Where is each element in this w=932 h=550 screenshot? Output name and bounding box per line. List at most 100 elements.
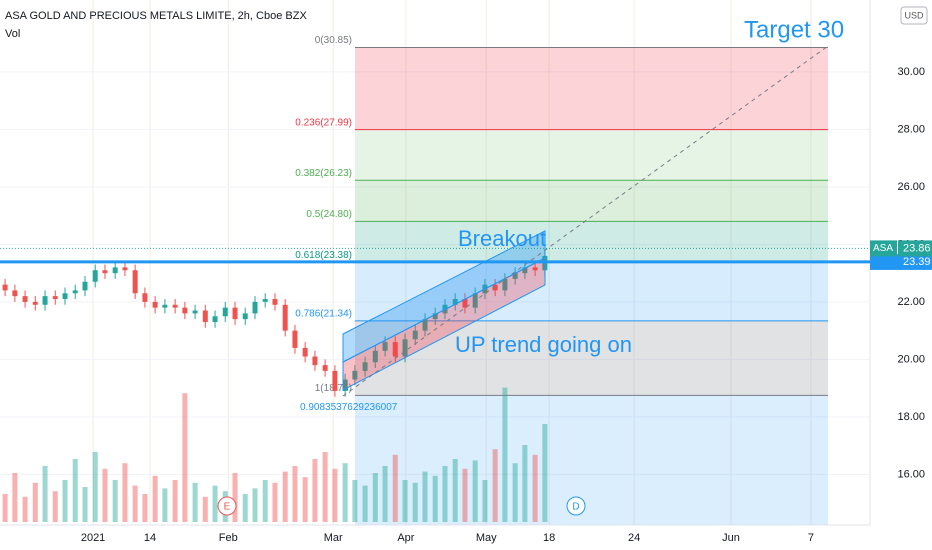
volume-bar bbox=[412, 482, 418, 522]
drawings bbox=[342, 45, 829, 397]
y-tick-label: 18.00 bbox=[897, 411, 925, 423]
candle-body bbox=[62, 293, 68, 300]
volume-bar bbox=[402, 480, 408, 522]
candle-body bbox=[162, 304, 168, 308]
y-tick-label: 20.00 bbox=[897, 353, 925, 365]
candle-body bbox=[292, 330, 298, 348]
ticker-tag bbox=[870, 240, 897, 257]
candle-body bbox=[42, 296, 48, 305]
volume-bar bbox=[452, 459, 458, 522]
volume-bar bbox=[292, 466, 298, 522]
candle-body bbox=[172, 304, 178, 308]
fib-zone bbox=[355, 129, 828, 181]
volume-bar bbox=[182, 393, 188, 522]
volume-bar bbox=[262, 480, 268, 522]
fib-note: 0.9083537629236007 bbox=[300, 402, 398, 413]
chart-title: ASA GOLD AND PRECIOUS METALS LIMITE, 2h,… bbox=[5, 10, 307, 22]
candle-body bbox=[132, 270, 138, 294]
candle-body bbox=[342, 379, 348, 392]
fib-zone bbox=[355, 180, 828, 222]
volume-bar bbox=[542, 424, 548, 522]
volume-bar bbox=[72, 459, 78, 522]
volume-bar bbox=[62, 480, 68, 522]
candle-body bbox=[262, 299, 268, 302]
fib-zone bbox=[355, 221, 828, 263]
x-tick-label: Jun bbox=[722, 532, 740, 544]
candle-body bbox=[532, 267, 538, 271]
candle-body bbox=[2, 284, 8, 291]
volume-bar bbox=[232, 473, 238, 522]
volume-bar bbox=[252, 488, 258, 522]
volume-bar bbox=[2, 494, 8, 522]
volume-bar bbox=[302, 477, 308, 522]
candle-body bbox=[102, 270, 108, 274]
volume-bar bbox=[462, 468, 468, 522]
volume-bar bbox=[102, 468, 108, 522]
candle-body bbox=[452, 299, 458, 305]
time-axis bbox=[0, 525, 870, 550]
volume-bar bbox=[502, 387, 508, 522]
volume-bar bbox=[422, 471, 428, 522]
candle-body bbox=[312, 356, 318, 366]
candle-body bbox=[122, 267, 128, 271]
volume-bar bbox=[442, 466, 448, 522]
candle-body bbox=[352, 370, 358, 380]
breakout-value: 23.39 bbox=[903, 256, 931, 268]
fib-label: 0.786(21.34) bbox=[295, 309, 352, 320]
candle-body bbox=[522, 267, 528, 274]
candle-body bbox=[192, 310, 198, 314]
y-tick-label: 28.00 bbox=[897, 123, 925, 135]
candle-body bbox=[402, 339, 408, 357]
candle-body bbox=[422, 319, 428, 331]
candle-body bbox=[182, 307, 188, 314]
volume-bar bbox=[142, 494, 148, 522]
event-marker bbox=[566, 496, 586, 516]
x-tick-label: Feb bbox=[219, 532, 238, 544]
candle-body bbox=[232, 307, 238, 320]
annotation: Target 30 bbox=[744, 16, 844, 43]
candle-body bbox=[202, 310, 208, 323]
currency-box[interactable] bbox=[900, 6, 928, 25]
volume-bar bbox=[52, 491, 58, 522]
x-tick-label: May bbox=[476, 532, 497, 544]
volume-bar bbox=[492, 449, 498, 522]
volume-label: Vol bbox=[5, 28, 20, 40]
candle-body bbox=[72, 290, 78, 294]
candle-body bbox=[142, 293, 148, 302]
volume-bar bbox=[122, 463, 128, 522]
volume-bar bbox=[282, 471, 288, 522]
volume-bar bbox=[312, 459, 318, 522]
volume-bar bbox=[372, 473, 378, 522]
volume-bar bbox=[332, 468, 338, 522]
candle-body bbox=[322, 365, 328, 371]
volume-bar bbox=[362, 485, 368, 522]
volume-bar bbox=[42, 466, 48, 522]
volume-bar bbox=[152, 475, 158, 522]
y-tick-label: 26.00 bbox=[897, 181, 925, 193]
candle-body bbox=[282, 304, 288, 331]
candle-body bbox=[52, 296, 58, 300]
volume-bar bbox=[352, 480, 358, 522]
volume-bar bbox=[92, 452, 98, 522]
candle-body bbox=[302, 347, 308, 357]
currency[interactable]: USD bbox=[904, 10, 924, 20]
volume-bar bbox=[212, 485, 218, 522]
candle-body bbox=[12, 290, 18, 297]
candle-body bbox=[112, 267, 118, 274]
x-tick-label: Apr bbox=[397, 532, 414, 544]
volume-bar bbox=[12, 473, 18, 522]
x-tick-label: 2021 bbox=[81, 532, 105, 544]
volume-bar bbox=[512, 463, 518, 522]
candle-body bbox=[362, 362, 368, 371]
volume-bar bbox=[172, 480, 178, 522]
x-tick-label: 24 bbox=[628, 532, 640, 544]
fib-label: 0.236(27.99) bbox=[295, 117, 352, 128]
volume-bar bbox=[472, 460, 478, 522]
candle-body bbox=[152, 301, 158, 308]
x-tick-label: 18 bbox=[543, 532, 555, 544]
x-tick-label: Mar bbox=[324, 532, 343, 544]
fib-label: 0.382(26.23) bbox=[295, 168, 352, 179]
candle-body bbox=[252, 301, 258, 314]
fib-zone bbox=[355, 47, 828, 130]
fib-zone bbox=[355, 320, 828, 396]
